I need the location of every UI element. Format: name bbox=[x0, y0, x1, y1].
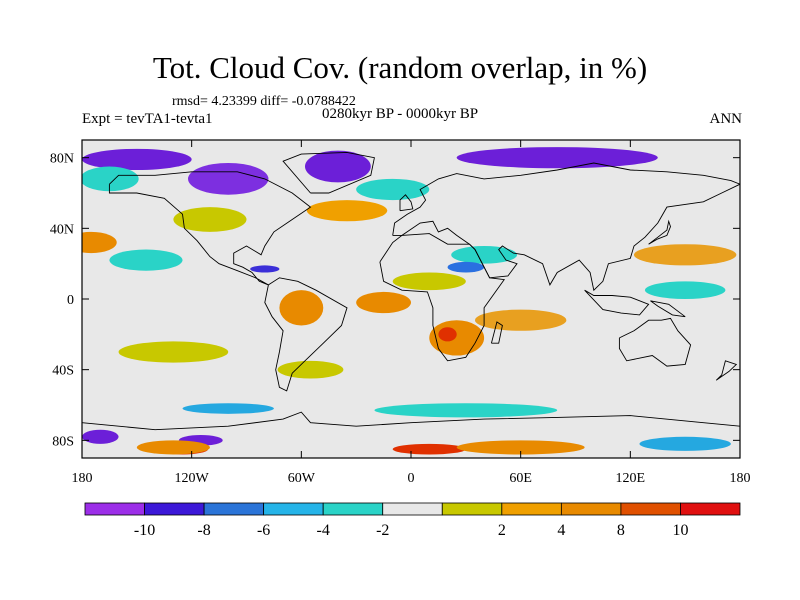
anomaly-region-central-atlantic-orange bbox=[306, 200, 388, 222]
coastlines bbox=[82, 151, 740, 431]
colorbar: -10 -8 -6 -4 -2 2 4 8 10 bbox=[84, 502, 741, 539]
lat-tick-label: 80S bbox=[52, 434, 74, 449]
colorbar-swatch bbox=[620, 502, 681, 516]
colorbar-label: 2 bbox=[498, 522, 506, 539]
anomaly-region-southern-ocean-cyan bbox=[374, 403, 558, 418]
anomaly-region-caribbean-negative bbox=[250, 265, 280, 273]
colorbar-label: 4 bbox=[557, 522, 565, 539]
period-label: 0280kyr BP - 0000kyr BP bbox=[322, 106, 479, 122]
colorbar-label: 8 bbox=[617, 522, 625, 539]
colorbar-swatch bbox=[84, 502, 145, 516]
colorbar-label: -4 bbox=[317, 522, 330, 539]
colorbar-swatch bbox=[203, 502, 265, 516]
anomaly-region-antarctica-teal-east bbox=[639, 436, 731, 451]
anomaly-region-asia-cyan bbox=[451, 246, 518, 264]
colorbar-swatch bbox=[382, 502, 443, 516]
anomaly-region-antarctica-orange bbox=[136, 440, 210, 455]
colorbar-label: -2 bbox=[376, 522, 389, 539]
lon-tick-label: 180 bbox=[72, 471, 93, 486]
coastline-south-america bbox=[264, 277, 348, 392]
colorbar-swatch bbox=[441, 502, 503, 516]
coastline-africa bbox=[379, 233, 506, 362]
anomaly-region-antarctica-negative bbox=[82, 429, 119, 444]
colorbar-swatch bbox=[560, 502, 622, 516]
coastline-madagascar bbox=[490, 321, 503, 344]
lon-tick-label: 180 bbox=[730, 471, 751, 486]
colorbar-swatch bbox=[144, 502, 205, 516]
coastline-japan bbox=[648, 219, 671, 245]
map-axes: 80N 40N 0 40S 80S 180 120W 60W 0 60E 120E 180 bbox=[50, 139, 751, 486]
anomaly-region-middle-east-negative bbox=[447, 261, 485, 273]
anomaly-region-canada-negative bbox=[188, 162, 269, 195]
anomaly-region-sahel-yellow bbox=[392, 272, 466, 291]
lon-tick-label: 120E bbox=[616, 471, 646, 486]
lat-tick-label: 0 bbox=[67, 293, 74, 308]
colorbar-swatch bbox=[680, 502, 741, 516]
anomaly-region-antarctica-orange-east bbox=[456, 440, 585, 455]
lon-tick-label: 0 bbox=[408, 471, 415, 486]
anomaly-region-south-america-yellow bbox=[277, 360, 344, 379]
coastline-new-guinea bbox=[650, 300, 686, 318]
colorbar-label: 10 bbox=[672, 522, 688, 539]
colorbar-swatch bbox=[263, 502, 324, 516]
coastline-new-zealand bbox=[715, 360, 738, 381]
anomaly-region-north-atlantic-cyan bbox=[356, 178, 430, 201]
anomaly-region-southern-ocean-teal bbox=[182, 403, 274, 414]
map-title: Tot. Cloud Cov. (random overlap, in %) bbox=[152, 50, 648, 85]
coastline-north-america bbox=[108, 171, 312, 286]
anomaly-region-southern-africa-orange bbox=[429, 320, 485, 356]
coastline-australia bbox=[618, 317, 692, 367]
colorbar-label: -10 bbox=[134, 522, 155, 539]
anomaly-region-amazon-orange bbox=[279, 290, 324, 326]
anomaly-region-south-pacific-yellow bbox=[118, 341, 229, 363]
anomaly-region-southern-africa-red bbox=[438, 327, 457, 342]
colorbar-swatch bbox=[501, 502, 562, 516]
experiment-label: Expt = tevTA1-tevta1 bbox=[82, 111, 213, 127]
coastline-indonesia bbox=[584, 289, 650, 316]
anomaly-region-arctic-negative-band bbox=[82, 148, 192, 171]
coastline-uk bbox=[399, 194, 414, 212]
anomaly-region-east-pacific-cyan bbox=[109, 249, 183, 271]
lon-tick-label: 60W bbox=[288, 471, 316, 486]
coastline-greenland bbox=[282, 151, 375, 194]
anomaly-region-indian-ocean-orange bbox=[474, 309, 567, 331]
map-area bbox=[82, 140, 740, 458]
colorbar-label: -8 bbox=[197, 522, 210, 539]
anomaly-region-west-pacific-cyan bbox=[644, 281, 726, 299]
anomaly-region-pacific-orange-north bbox=[82, 231, 117, 254]
anomaly-region-west-pacific-orange bbox=[633, 244, 737, 266]
anomaly-region-atlantic-orange bbox=[356, 291, 412, 314]
anomaly-region-siberia-negative bbox=[456, 147, 658, 169]
stats-label: rmsd= 4.23399 diff= -0.0788422 bbox=[172, 94, 356, 109]
lon-tick-label: 60E bbox=[509, 471, 532, 486]
season-label: ANN bbox=[709, 111, 743, 127]
colorbar-swatch bbox=[322, 502, 384, 516]
anomaly-region-antarctica-red-east bbox=[392, 443, 466, 455]
lat-tick-label: 40S bbox=[52, 364, 74, 379]
coastline-antarctica bbox=[82, 411, 740, 431]
lat-tick-label: 80N bbox=[50, 152, 74, 167]
anomaly-region-north-america-yellow bbox=[173, 207, 247, 232]
lon-tick-label: 120W bbox=[175, 471, 210, 486]
lat-tick-label: 40N bbox=[50, 222, 74, 237]
anomaly-region-greenland-negative bbox=[304, 150, 371, 183]
anomaly-region-north-pacific-cyan bbox=[82, 166, 139, 192]
colorbar-label: -6 bbox=[257, 522, 270, 539]
